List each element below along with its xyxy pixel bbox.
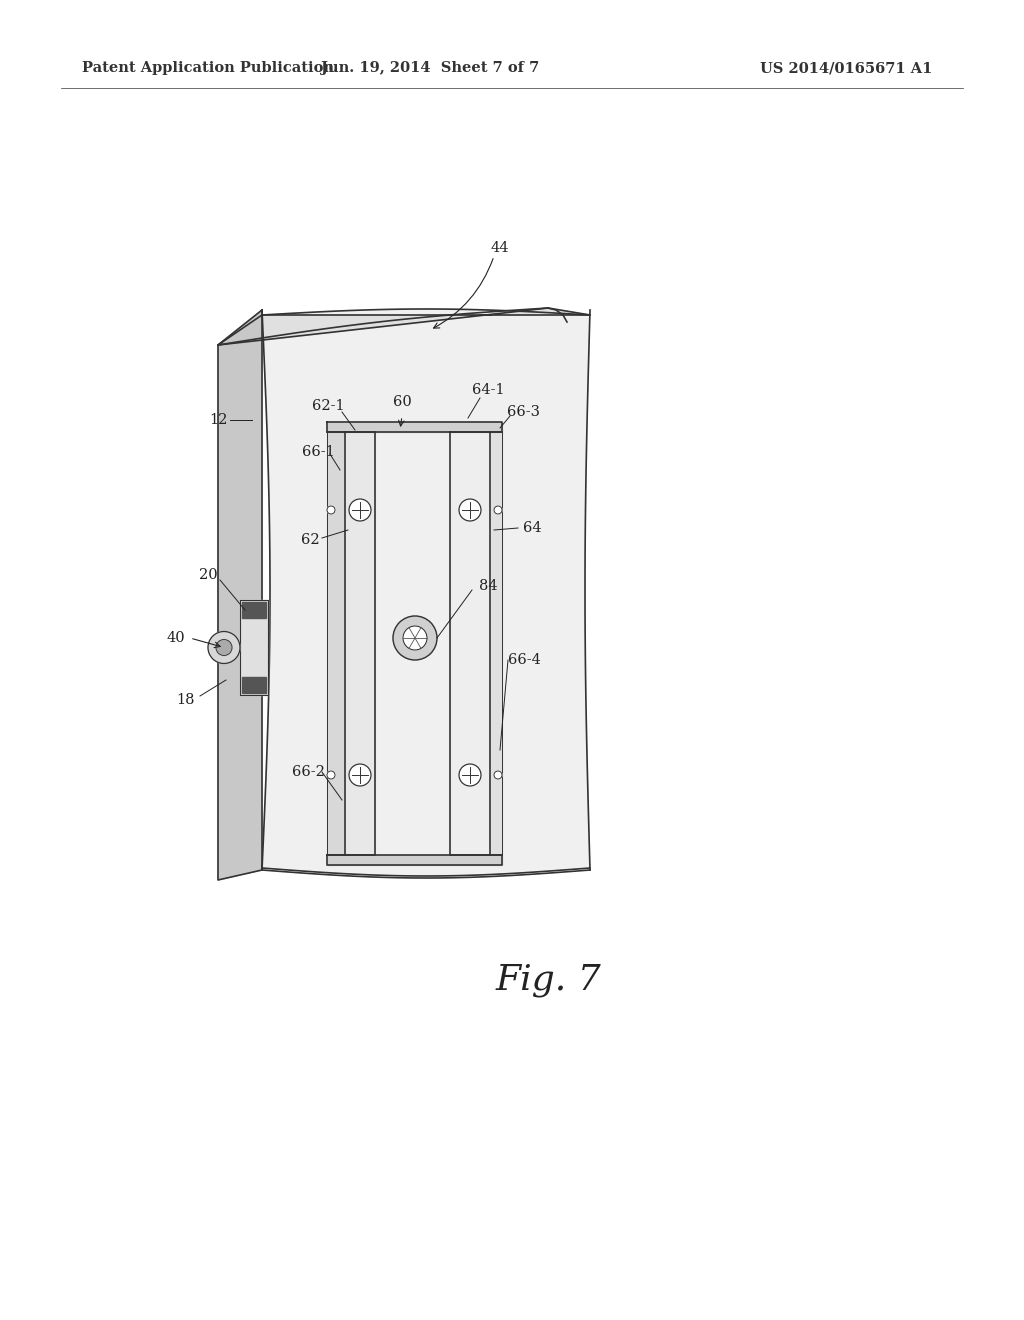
Text: Jun. 19, 2014  Sheet 7 of 7: Jun. 19, 2014 Sheet 7 of 7 bbox=[321, 61, 539, 75]
Text: Patent Application Publication: Patent Application Publication bbox=[82, 61, 334, 75]
Circle shape bbox=[494, 771, 502, 779]
Circle shape bbox=[393, 616, 437, 660]
Circle shape bbox=[349, 764, 371, 785]
Text: 12: 12 bbox=[209, 413, 227, 426]
Polygon shape bbox=[240, 601, 268, 696]
Text: 44: 44 bbox=[490, 242, 509, 255]
Text: US 2014/0165671 A1: US 2014/0165671 A1 bbox=[760, 61, 933, 75]
Text: 66-1: 66-1 bbox=[302, 445, 335, 459]
Text: 64: 64 bbox=[522, 521, 542, 535]
Polygon shape bbox=[218, 310, 262, 880]
Text: 60: 60 bbox=[392, 395, 412, 409]
Text: 18: 18 bbox=[177, 693, 196, 708]
Text: 40: 40 bbox=[167, 631, 185, 645]
Text: 66-3: 66-3 bbox=[508, 405, 541, 418]
Polygon shape bbox=[345, 432, 375, 855]
Text: Fig. 7: Fig. 7 bbox=[496, 964, 601, 997]
Polygon shape bbox=[490, 432, 502, 855]
Polygon shape bbox=[218, 308, 590, 345]
Polygon shape bbox=[327, 422, 502, 432]
Circle shape bbox=[403, 626, 427, 649]
Circle shape bbox=[349, 499, 371, 521]
Circle shape bbox=[494, 506, 502, 513]
Text: 84: 84 bbox=[478, 579, 498, 593]
Polygon shape bbox=[450, 432, 490, 855]
Polygon shape bbox=[242, 677, 266, 693]
Circle shape bbox=[327, 506, 335, 513]
Text: 62: 62 bbox=[301, 533, 319, 546]
Polygon shape bbox=[262, 309, 590, 876]
Circle shape bbox=[459, 764, 481, 785]
Circle shape bbox=[327, 771, 335, 779]
Circle shape bbox=[459, 499, 481, 521]
Polygon shape bbox=[327, 432, 345, 855]
Text: 20: 20 bbox=[199, 568, 217, 582]
Text: 66-2: 66-2 bbox=[292, 766, 325, 779]
Text: 64-1: 64-1 bbox=[472, 383, 504, 397]
Polygon shape bbox=[327, 855, 502, 865]
Text: 62-1: 62-1 bbox=[311, 399, 344, 413]
Text: 66-4: 66-4 bbox=[508, 653, 541, 667]
Circle shape bbox=[208, 631, 240, 664]
Circle shape bbox=[216, 639, 232, 656]
Polygon shape bbox=[242, 602, 266, 618]
